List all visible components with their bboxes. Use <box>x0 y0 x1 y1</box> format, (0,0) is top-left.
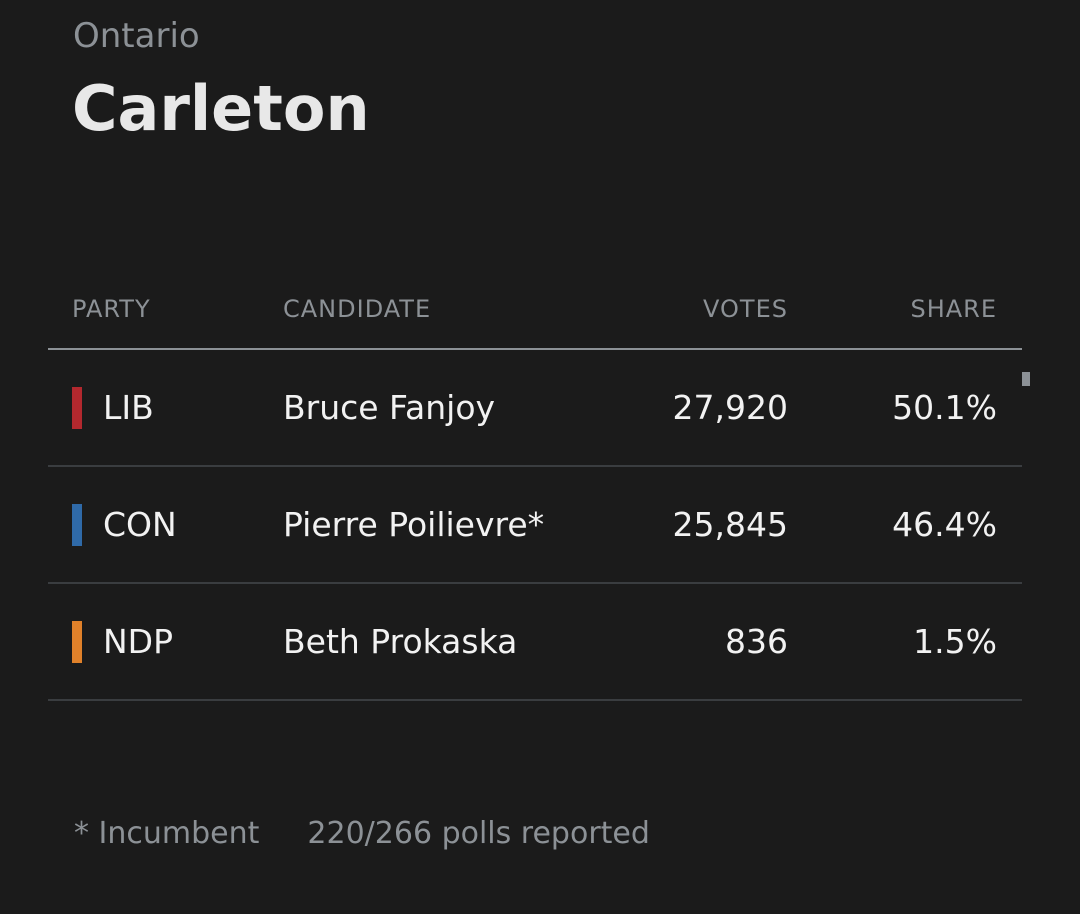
votes: 27,920 <box>672 388 788 427</box>
party: NDP <box>103 622 173 661</box>
party-color <box>72 386 82 429</box>
party-color <box>72 503 82 546</box>
incumbent-note: * Incumbent <box>74 816 260 851</box>
result-row: LIB Bruce Fanjoy 27,920 50.1% <box>48 350 1022 467</box>
party-cell: CON <box>48 503 283 546</box>
polls-reported: 220/266 polls reported <box>307 816 650 851</box>
party-cell: NDP <box>48 620 283 663</box>
share: 46.4% <box>892 505 997 544</box>
column-header: PARTY <box>72 295 151 323</box>
candidate: Bruce Fanjoy <box>283 387 496 427</box>
party: LIB <box>103 388 154 427</box>
result-row: CON Pierre Poilievre* 25,845 46.4% <box>48 467 1022 584</box>
votes: 836 <box>725 622 788 661</box>
riding-title: Carleton <box>72 72 370 145</box>
candidate: Beth Prokaska <box>283 621 518 661</box>
region: Ontario <box>73 16 200 56</box>
results-table: PARTY CANDIDATE VOTES SHARE LIB Bruce Fanjoy 2… <box>48 270 1022 701</box>
result-row: NDP Beth Prokaska 836 1.5% <box>48 584 1022 701</box>
column-header: SHARE <box>910 295 997 323</box>
candidate: Pierre Poilievre* <box>283 504 545 544</box>
header-row: PARTY CANDIDATE VOTES SHARE <box>48 270 1022 350</box>
scrollbar <box>1022 372 1030 386</box>
party: CON <box>103 505 177 544</box>
party-cell: LIB <box>48 386 283 429</box>
party-color <box>72 620 82 663</box>
share: 50.1% <box>892 388 997 427</box>
column-header: VOTES <box>703 295 788 323</box>
column-header: CANDIDATE <box>283 295 432 323</box>
votes: 25,845 <box>672 505 788 544</box>
share: 1.5% <box>913 622 997 661</box>
footer: * Incumbent 220/266 polls reported <box>74 816 650 851</box>
